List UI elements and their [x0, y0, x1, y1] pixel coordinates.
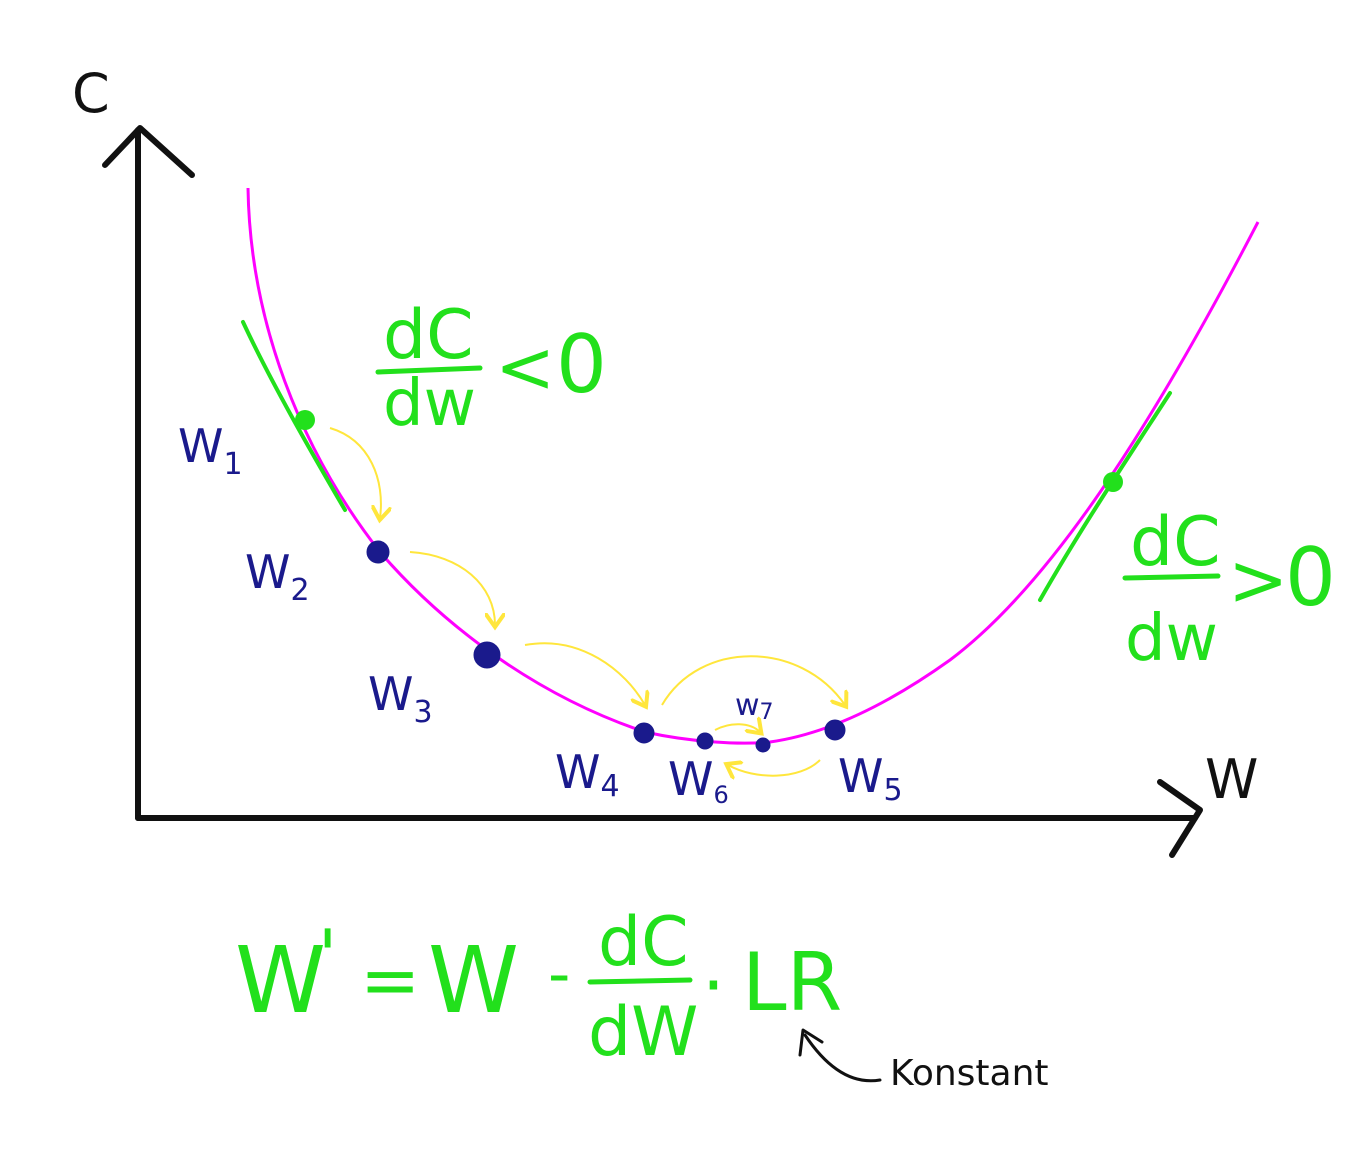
arrow-w5-w6 [728, 759, 821, 776]
annotation-arrow [803, 1033, 882, 1083]
formula-bar [587, 977, 693, 985]
slope-right: dC dw > 0 [1122, 503, 1336, 676]
label-w4: W4 [555, 745, 620, 804]
formula-w: W [428, 927, 519, 1034]
formula-lhs: W [235, 927, 326, 1034]
label-w7: w7 [735, 688, 774, 725]
green-point-left [295, 410, 315, 430]
slope-left-bar [375, 365, 483, 375]
update-arrows [329, 427, 845, 776]
weight-points [366, 540, 846, 753]
y-axis-arrowhead [102, 125, 195, 178]
slope-left-den: dw [383, 367, 476, 441]
slope-right-num: dC [1130, 503, 1221, 582]
slope-right-den: dw [1125, 602, 1218, 676]
axes: C W [72, 62, 1258, 858]
arrow-w6-w7 [714, 724, 760, 732]
point-w2 [366, 540, 390, 564]
point-w4 [633, 722, 655, 744]
arrow-w2-w3 [409, 551, 495, 625]
formula-dot: · [702, 943, 725, 1027]
slope-right-rel: > [1228, 538, 1288, 622]
label-w1: W1 [178, 419, 243, 482]
green-point-right [1103, 472, 1123, 492]
slope-right-val: 0 [1285, 531, 1336, 624]
label-w2: W2 [245, 545, 310, 608]
formula-eq: = [360, 938, 420, 1022]
annotation-arrowhead [798, 1028, 824, 1057]
y-axis-label: C [72, 62, 110, 125]
point-w7 [755, 737, 771, 753]
formula-den: dW [588, 993, 698, 1072]
cost-curve [246, 187, 1260, 745]
arrow-w1-w2 [329, 427, 381, 518]
x-axis-label: W [1205, 748, 1258, 811]
label-w5: W5 [838, 749, 903, 808]
slope-left-rel: < [495, 325, 555, 409]
tangent-right [1038, 391, 1172, 602]
x-axis-arrowhead [1157, 779, 1203, 858]
slope-left-val: 0 [556, 318, 607, 411]
arrow-w4-w5 [661, 655, 845, 705]
formula-num: dC [598, 903, 689, 982]
point-w3 [473, 641, 501, 669]
label-w6: W6 [668, 752, 729, 809]
slope-left-num: dC [383, 296, 474, 375]
annotation-text: Konstant [890, 1053, 1049, 1094]
formula-lr: LR [742, 936, 842, 1029]
point-w5 [824, 719, 846, 741]
label-w3: W3 [368, 667, 433, 730]
tangent-left [241, 320, 347, 512]
slope-left: dC dw < 0 [375, 296, 607, 441]
slope-right-bar [1122, 573, 1221, 581]
point-w6 [696, 732, 714, 750]
formula-prime: ' [318, 915, 337, 997]
arrow-w3-w4 [524, 642, 645, 705]
formula-minus: - [548, 937, 570, 1010]
update-formula: W ' = W - dC dW · LR [235, 903, 842, 1072]
